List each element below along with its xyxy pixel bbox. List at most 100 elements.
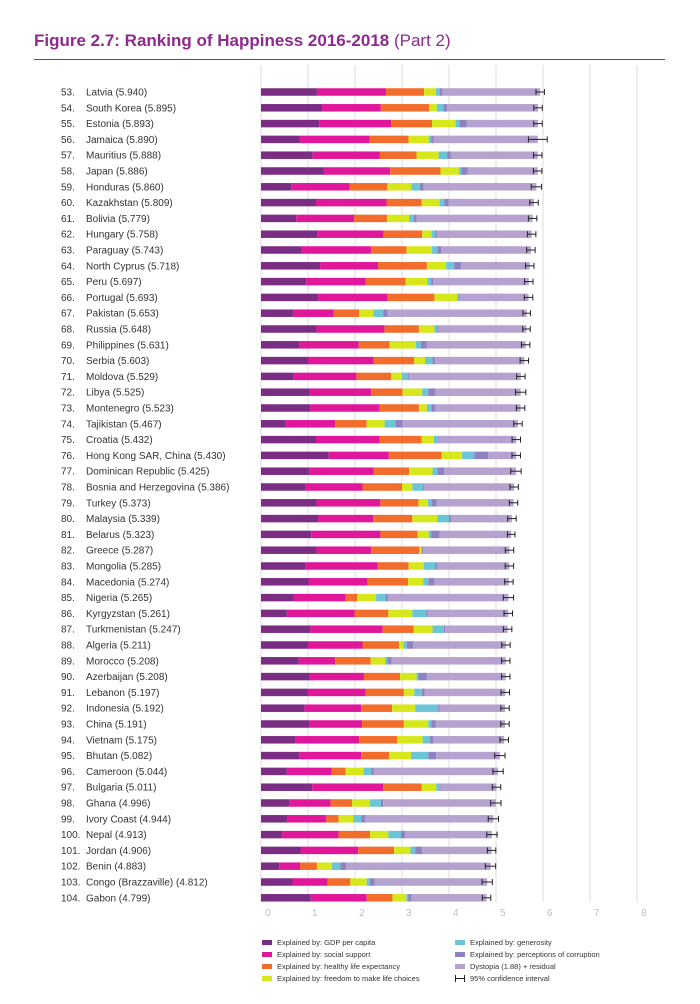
bar-segment-corruption bbox=[443, 625, 446, 633]
country-label: Philippines (5.631) bbox=[86, 340, 169, 351]
bar-segment-dystopia bbox=[433, 135, 538, 144]
bar-segment-health bbox=[358, 846, 395, 855]
rank-number: 88. bbox=[61, 641, 75, 652]
bar-segment-corruption bbox=[435, 230, 438, 238]
bar-segment-gdp bbox=[261, 499, 317, 507]
bar-segment-generosity bbox=[431, 230, 436, 238]
legend-swatch bbox=[262, 976, 272, 981]
bar-segment-corruption bbox=[443, 104, 448, 112]
bar-segment-gdp bbox=[261, 183, 292, 191]
legend-item-ci: 95% confidence interval bbox=[455, 974, 550, 983]
bar-segment-health bbox=[383, 230, 423, 238]
bar-segment-health bbox=[386, 88, 425, 96]
bar-segment-freedom bbox=[421, 783, 437, 791]
bar-segment-dystopia bbox=[450, 514, 512, 523]
bar-segment-freedom bbox=[397, 736, 423, 744]
bar-segment-social bbox=[308, 356, 374, 365]
bar-segment-generosity bbox=[353, 815, 362, 823]
bar-segment-corruption bbox=[474, 451, 489, 460]
bar-segment-social bbox=[316, 325, 385, 333]
x-tick-label: 7 bbox=[594, 908, 600, 919]
rank-number: 104. bbox=[61, 893, 80, 904]
bar-segment-social bbox=[310, 894, 367, 902]
bar-segment-social bbox=[320, 262, 379, 270]
bar-segment-dystopia bbox=[445, 625, 508, 633]
bar-segment-gdp bbox=[261, 751, 300, 760]
title-main: Figure 2.7: Ranking of Happiness 2016-20… bbox=[34, 31, 390, 50]
bar-segment-generosity bbox=[388, 830, 402, 839]
confidence-interval-icon bbox=[455, 975, 465, 982]
country-label: Latvia (5.940) bbox=[86, 88, 147, 99]
bar-segment-dystopia bbox=[424, 688, 506, 697]
bar-segment-freedom bbox=[409, 467, 433, 475]
rank-number: 68. bbox=[61, 325, 75, 336]
bar-segment-health bbox=[300, 862, 317, 870]
bar-segment-social bbox=[299, 751, 362, 760]
country-label: Morocco (5.208) bbox=[86, 656, 159, 667]
bar-segment-health bbox=[369, 135, 409, 144]
bar-segment-dystopia bbox=[459, 293, 529, 302]
bar-segment-gdp bbox=[261, 641, 308, 649]
bar-segment-social bbox=[309, 672, 364, 681]
country-label: Paraguay (5.743) bbox=[86, 246, 163, 257]
bar-segment-freedom bbox=[389, 751, 411, 760]
bar-segment-corruption bbox=[421, 546, 424, 554]
country-label: Hong Kong SAR, China (5.430) bbox=[86, 451, 226, 462]
bar-segment-generosity bbox=[402, 372, 409, 381]
bar-segment-freedom bbox=[418, 404, 427, 412]
bar-segment-freedom bbox=[387, 183, 412, 191]
bar-segment-social bbox=[316, 88, 387, 96]
bar-segment-freedom bbox=[316, 862, 332, 870]
rank-number: 77. bbox=[61, 467, 75, 478]
bar-segment-social bbox=[287, 815, 327, 823]
legend-label: Explained by: social support bbox=[277, 950, 371, 959]
bar-segment-social bbox=[292, 372, 357, 381]
x-tick-label: 2 bbox=[359, 908, 365, 919]
bar-segment-dystopia bbox=[391, 657, 506, 665]
bar-segment-health bbox=[335, 420, 367, 428]
bar-segment-gdp bbox=[261, 720, 310, 728]
bar-segment-dystopia bbox=[488, 451, 517, 460]
bar-segment-health bbox=[390, 167, 441, 175]
bar-segment-freedom bbox=[389, 341, 416, 349]
rank-number: 54. bbox=[61, 103, 75, 114]
bar-segment-dystopia bbox=[436, 751, 500, 760]
rank-number: 97. bbox=[61, 783, 75, 794]
bar-segment-health bbox=[331, 767, 346, 776]
bar-segment-dystopia bbox=[466, 119, 538, 128]
bar-segment-corruption bbox=[420, 341, 427, 349]
rank-number: 90. bbox=[61, 672, 75, 683]
bar-segment-freedom bbox=[408, 135, 429, 144]
bar-segment-dystopia bbox=[440, 783, 497, 791]
bar-segment-health bbox=[359, 736, 398, 744]
bar-segment-social bbox=[305, 483, 363, 491]
rank-number: 75. bbox=[61, 435, 75, 446]
bar-segment-social bbox=[318, 514, 374, 523]
rank-number: 56. bbox=[61, 135, 75, 146]
bar-segment-social bbox=[305, 562, 378, 570]
bar-segment-social bbox=[306, 277, 366, 286]
bar-segment-gdp bbox=[261, 325, 317, 333]
bar-segment-generosity bbox=[414, 688, 422, 697]
rank-number: 100. bbox=[61, 830, 80, 841]
bar-segment-generosity bbox=[331, 862, 341, 870]
bar-segment-freedom bbox=[352, 799, 371, 807]
bar-segment-dystopia bbox=[437, 230, 532, 238]
country-label: Estonia (5.893) bbox=[86, 119, 154, 130]
bar-segment-gdp bbox=[261, 736, 296, 744]
bar-segment-gdp bbox=[261, 246, 302, 254]
bar-segment-health bbox=[373, 356, 415, 365]
country-label: Peru (5.697) bbox=[86, 277, 142, 288]
rank-number: 80. bbox=[61, 514, 75, 525]
rank-number: 101. bbox=[61, 846, 80, 857]
bar-segment-dystopia bbox=[433, 277, 529, 286]
bar-segment-gdp bbox=[261, 546, 317, 554]
happiness-ranking-chart: 0 1 2 3 4 5 6 7 8 53. Latvia (5.940) 54. South Korea… bbox=[61, 65, 647, 919]
country-label: Bhutan (5.082) bbox=[86, 751, 152, 762]
legend-label: Dystopia (1.88) + residual bbox=[470, 962, 556, 971]
bar-segment-social bbox=[291, 183, 350, 191]
bar-segment-corruption bbox=[380, 799, 384, 807]
rank-number: 58. bbox=[61, 167, 75, 178]
bar-segment-generosity bbox=[436, 104, 444, 112]
bar-segment-social bbox=[308, 467, 374, 475]
